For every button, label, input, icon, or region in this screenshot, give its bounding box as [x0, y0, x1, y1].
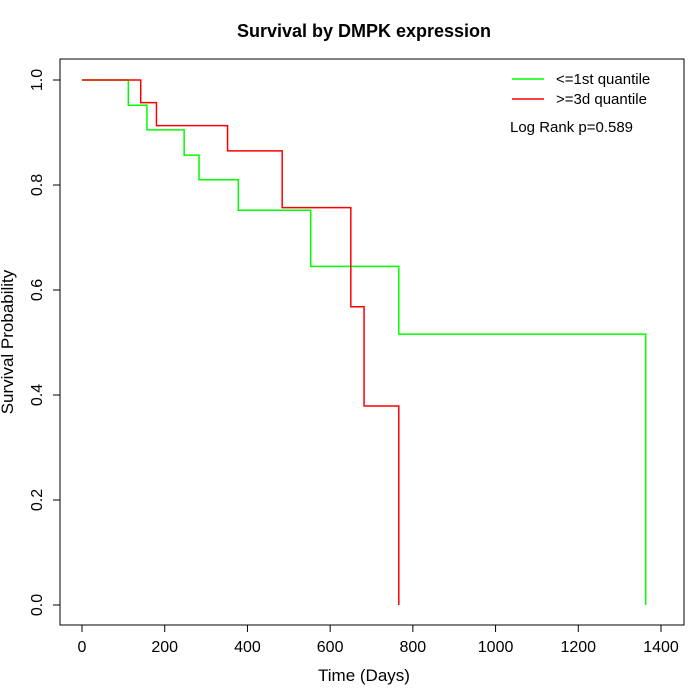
y-tick-label: 0.2	[29, 489, 46, 511]
x-tick-label: 200	[151, 639, 178, 656]
legend: <=1st quantile >=3d quantile	[512, 71, 650, 108]
x-tick-label: 0	[78, 639, 87, 656]
log-rank-annotation: Log Rank p=0.589	[510, 119, 633, 136]
legend-label: <=1st quantile	[556, 71, 650, 88]
series-layer	[82, 79, 647, 605]
series-line-0	[82, 79, 647, 605]
y-axis: 0.0 0.2 0.4 0.6 0.8 1.0	[29, 69, 61, 616]
y-tick-label: 1.0	[29, 69, 46, 91]
x-tick-label: 800	[400, 639, 427, 656]
series-line-1	[82, 79, 400, 605]
x-axis-label: Time (Days)	[318, 666, 410, 685]
y-tick-label: 0.0	[29, 594, 46, 616]
y-tick-label: 0.8	[29, 174, 46, 196]
x-axis: 0 200 400 600 800 1000 1200 1400	[78, 624, 679, 656]
x-tick-label: 1000	[478, 639, 514, 656]
y-tick-label: 0.4	[29, 384, 46, 406]
x-tick-label: 600	[317, 639, 344, 656]
y-tick-label: 0.6	[29, 279, 46, 301]
x-tick-label: 1400	[643, 639, 679, 656]
y-axis-label: Survival Probability	[0, 269, 17, 414]
x-tick-label: 400	[234, 639, 261, 656]
legend-label: >=3d quantile	[556, 91, 647, 108]
plot-frame	[59, 58, 685, 626]
chart-title: Survival by DMPK expression	[237, 21, 491, 41]
x-tick-label: 1200	[560, 639, 596, 656]
